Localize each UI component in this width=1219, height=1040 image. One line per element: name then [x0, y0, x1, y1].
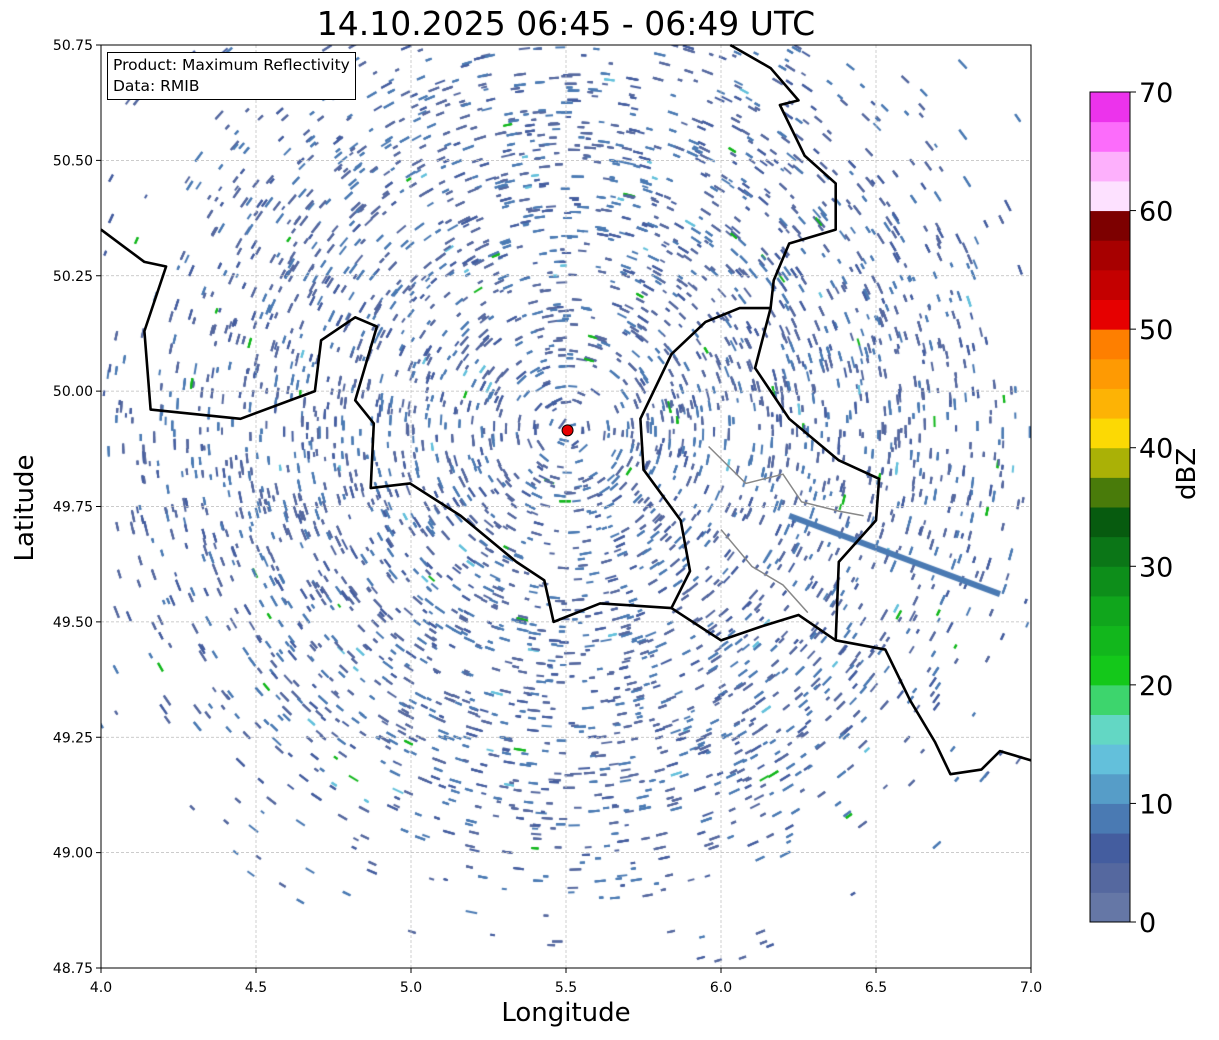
colorbar-bin	[1090, 210, 1130, 241]
x-tick-label: 5.0	[400, 980, 422, 996]
colorbar-tick-label: 70	[1139, 78, 1173, 109]
colorbar-bin	[1090, 714, 1130, 745]
colorbar-frame	[1089, 91, 1131, 923]
x-tick-label: 6.0	[710, 980, 732, 996]
y-tick-label: 50.75	[53, 38, 93, 54]
y-tick-label: 50.00	[53, 384, 93, 400]
colorbar-bin	[1090, 507, 1130, 538]
colorbar-bin	[1090, 625, 1130, 656]
colorbar-tick-label: 10	[1139, 789, 1173, 820]
colorbar-tick-label: 20	[1139, 671, 1173, 702]
colorbar-bin	[1090, 151, 1130, 182]
radar-site-marker	[561, 424, 574, 437]
colorbar-bin	[1090, 388, 1130, 419]
x-axis-label: Longitude	[501, 998, 631, 1028]
plot-frame	[100, 44, 1032, 969]
colorbar-bin	[1090, 566, 1130, 597]
colorbar-bin	[1090, 595, 1130, 627]
colorbar-bin	[1090, 92, 1130, 123]
colorbar-bin	[1090, 447, 1130, 478]
y-tick-label: 49.25	[53, 730, 93, 746]
colorbar-bin	[1090, 655, 1130, 686]
country-border	[670, 606, 1032, 776]
colorbar-bin	[1090, 862, 1130, 893]
y-tick-label: 49.50	[53, 615, 93, 631]
x-tick-label: 7.0	[1020, 980, 1042, 996]
colorbar-bin	[1090, 803, 1130, 834]
colorbar-bin	[1090, 269, 1130, 300]
country-border	[100, 43, 838, 624]
colorbar-bin	[1090, 477, 1130, 508]
colorbar-bin	[1090, 418, 1130, 449]
chart-title: 14.10.2025 06:45 - 06:49 UTC	[316, 4, 816, 43]
colorbar-bin	[1090, 773, 1130, 804]
colorbar-bin	[1090, 299, 1130, 330]
colorbar-bin	[1090, 240, 1130, 271]
colorbar-bin	[1090, 329, 1130, 360]
colorbar-bin	[1090, 121, 1130, 152]
colorbar-tick-label: 30	[1139, 552, 1173, 583]
x-tick-label: 5.5	[555, 980, 577, 996]
country-border	[753, 307, 881, 641]
colorbar-label: dBZ	[1172, 447, 1202, 500]
y-tick-label: 49.00	[53, 846, 93, 862]
colorbar-bin	[1090, 892, 1130, 923]
colorbar-bin	[1090, 358, 1130, 389]
legend-data-source: Data: RMIB	[113, 77, 200, 95]
colorbar-bin	[1090, 536, 1130, 567]
y-axis-label: Latitude	[10, 454, 40, 562]
colorbar-bin	[1090, 180, 1130, 212]
colorbar-tick-label: 60	[1139, 197, 1173, 228]
y-tick-label: 50.25	[53, 269, 93, 285]
y-tick-label: 48.75	[53, 961, 93, 977]
colorbar-tick-label: 50	[1139, 315, 1173, 346]
province-border	[708, 445, 864, 517]
x-tick-label: 4.0	[90, 980, 112, 996]
legend: Product: Maximum Reflectivity Data: RMIB	[107, 52, 356, 100]
colorbar-bin	[1090, 684, 1130, 715]
x-tick-label: 6.5	[865, 980, 887, 996]
y-tick-label: 50.50	[53, 153, 93, 169]
y-tick-label: 49.75	[53, 500, 93, 516]
province-border	[720, 529, 809, 614]
colorbar-tick-label: 0	[1139, 908, 1156, 939]
colorbar-tick-label: 40	[1139, 434, 1173, 465]
x-tick-label: 4.5	[245, 980, 267, 996]
colorbar-bin	[1090, 744, 1130, 775]
legend-product: Product: Maximum Reflectivity	[113, 56, 350, 74]
colorbar-bin	[1090, 833, 1130, 864]
